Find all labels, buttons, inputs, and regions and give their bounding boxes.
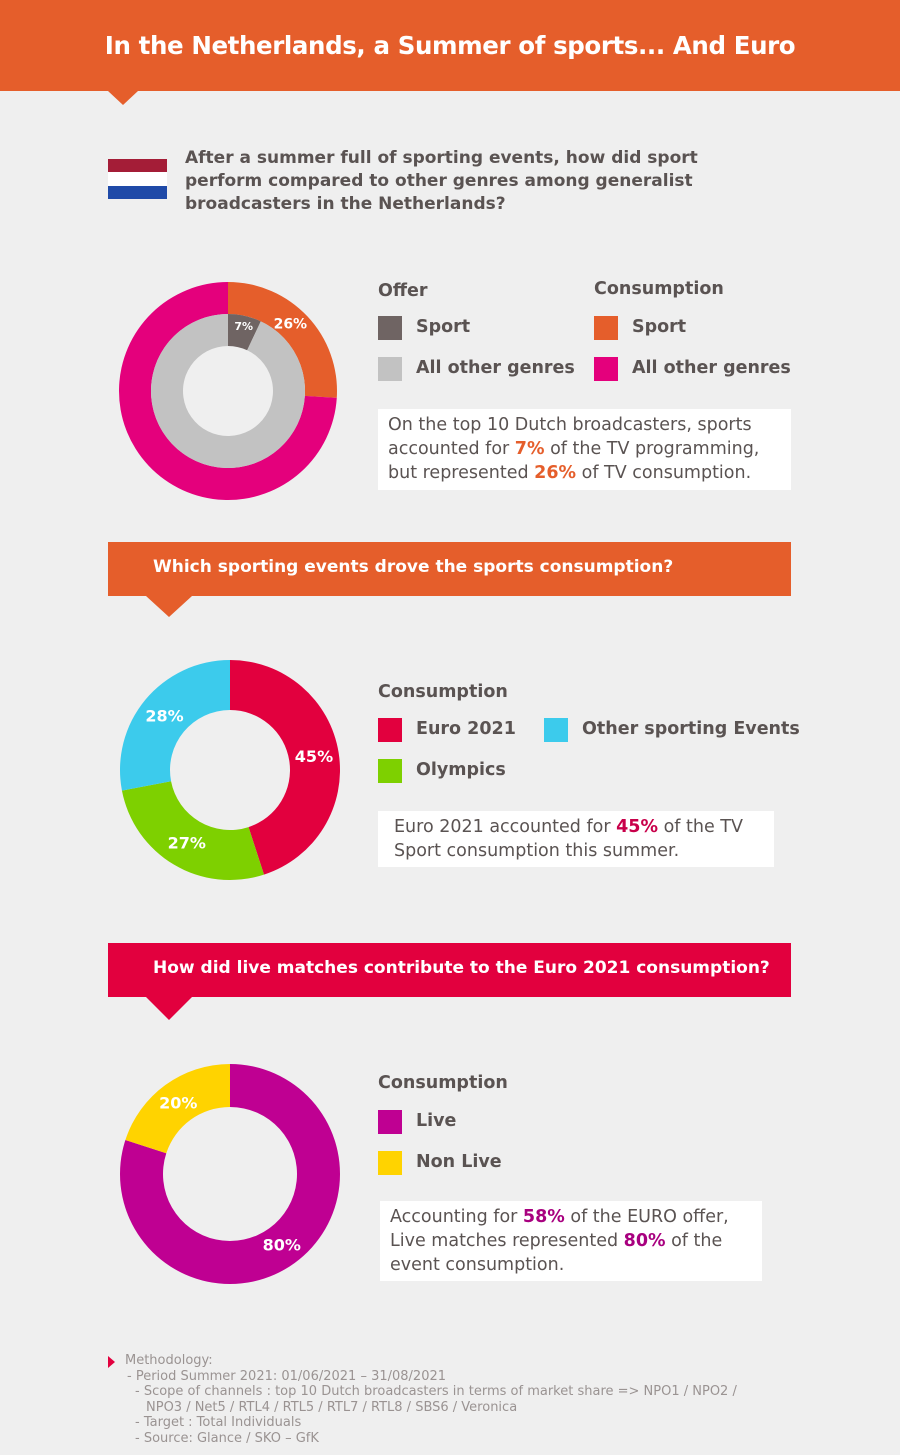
sport-vs-genres-donut: 26% 7% [118, 282, 337, 500]
swatch-olympics [378, 759, 402, 783]
events-slice-other-sporting-events [119, 660, 230, 791]
live-label-live: 80% [263, 1236, 301, 1255]
header-banner: In the Netherlands, a Summer of sports..… [0, 0, 900, 91]
section1-note: On the top 10 Dutch broadcasters, sports… [378, 409, 791, 490]
events-label-olympics: 27% [168, 834, 206, 853]
header-pointer [108, 91, 138, 105]
events-label-euro-2021: 45% [295, 747, 333, 766]
section3-banner: How did live matches contribute to the E… [108, 943, 791, 997]
section3-note: Accounting for 58% of the EURO offer, Li… [380, 1201, 762, 1281]
section2-note: Euro 2021 accounted for 45% of the TV Sp… [378, 811, 774, 867]
offer-label-sport: 7% [234, 320, 253, 333]
note-text: On the top 10 Dutch broadcasters, sports… [388, 415, 752, 459]
note-text: Euro 2021 accounted for [394, 817, 617, 837]
legend-label: Live [416, 1111, 457, 1131]
swatch-euro [378, 718, 402, 742]
swatch-live [378, 1110, 402, 1134]
section2-pointer [146, 596, 192, 617]
note-text: of the TV programming, but represented [388, 439, 760, 483]
legend-label: All other genres [632, 358, 791, 378]
live-slice-non-live [125, 1064, 230, 1154]
consumption-legend-title: Consumption [594, 279, 724, 299]
offer-slice-sport [228, 314, 261, 351]
events-slice-euro-2021 [230, 660, 340, 875]
page-title: In the Netherlands, a Summer of sports..… [104, 31, 796, 60]
section2-banner: Which sporting events drove the sports c… [108, 542, 791, 596]
section3-title: How did live matches contribute to the E… [153, 958, 770, 978]
swatch-consumption-other [594, 357, 618, 381]
methodology-line: NPO3 / Net5 / RTL4 / RTL5 / RTL7 / RTL8 … [146, 1399, 518, 1415]
section3-legend-title: Consumption [378, 1073, 508, 1093]
methodology-line: - Target : Total Individuals [135, 1415, 302, 1430]
methodology-arrow-icon [108, 1356, 115, 1368]
legend-label: Olympics [416, 760, 506, 780]
legend-label: Non Live [416, 1152, 502, 1172]
note-text: of the TV Sport consumption this summer. [394, 817, 743, 861]
note-highlight: 80% [623, 1231, 666, 1251]
legend-label: Sport [632, 317, 687, 337]
swatch-offer-other [378, 357, 402, 381]
methodology-line: - Source: Glance / SKO – GfK [135, 1430, 319, 1446]
events-label-other-sporting-events: 28% [145, 706, 183, 725]
note-text: of the event consumption. [390, 1231, 723, 1275]
events-slice-olympics [121, 781, 264, 880]
legend-label: Sport [416, 317, 471, 337]
legend-label: Other sporting Events [582, 719, 800, 739]
note-text: of TV consumption. [576, 463, 752, 483]
methodology-line: - Scope of channels : top 10 Dutch broad… [135, 1384, 737, 1399]
note-highlight: 26% [534, 463, 577, 483]
note-text: Accounting for [390, 1207, 523, 1227]
live-label-non-live: 20% [159, 1093, 197, 1112]
note-highlight: 45% [616, 817, 658, 837]
consumption-label-sport: 26% [274, 317, 308, 333]
swatch-offer-sport [378, 316, 402, 340]
section2-legend-title: Consumption [378, 682, 508, 702]
section2-title: Which sporting events drove the sports c… [153, 557, 674, 577]
consumption-slice-all-other-genres [118, 282, 337, 500]
offer-legend-title: Offer [378, 281, 428, 301]
sporting-events-donut: 45% 27% 28% [119, 660, 340, 880]
legend-label: Euro 2021 [416, 719, 516, 739]
note-text: of the EURO offer, Live matches represen… [390, 1207, 729, 1251]
legend-label: All other genres [416, 358, 575, 378]
swatch-consumption-sport [594, 316, 618, 340]
note-highlight: 7% [514, 439, 545, 459]
methodology-title: Methodology: [125, 1353, 213, 1368]
live-vs-nonlive-donut: 80% 20% [120, 1064, 340, 1284]
swatch-other-events [544, 718, 568, 742]
live-slice-live [120, 1064, 340, 1284]
offer-slice-all-other-genres [150, 314, 305, 468]
netherlands-flag-icon [108, 159, 167, 199]
consumption-slice-sport [228, 282, 337, 398]
section1-question: After a summer full of sporting events, … [185, 148, 698, 214]
swatch-non-live [378, 1151, 402, 1175]
note-highlight: 58% [522, 1207, 565, 1227]
methodology-line: - Period Summer 2021: 01/06/2021 – 31/08… [127, 1368, 447, 1384]
section3-pointer [146, 997, 192, 1020]
